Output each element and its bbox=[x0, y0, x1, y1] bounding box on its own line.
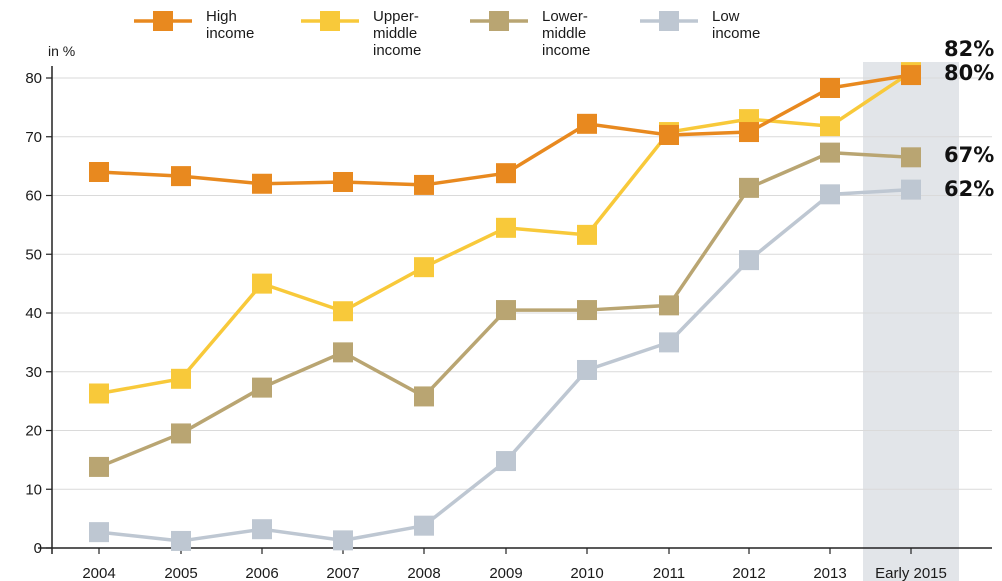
legend-label: Upper- bbox=[373, 8, 419, 25]
data-point bbox=[901, 147, 921, 168]
gridlines bbox=[52, 77, 992, 490]
series-line bbox=[98, 187, 912, 543]
data-point bbox=[89, 383, 109, 404]
y-tick-label: 60 bbox=[25, 188, 42, 205]
y-tick-label: 70 bbox=[25, 129, 42, 146]
data-point bbox=[901, 65, 921, 86]
x-tick-label: 2011 bbox=[653, 565, 685, 581]
series-high-income bbox=[89, 65, 921, 195]
legend-label: middle bbox=[373, 25, 417, 42]
x-tick-label: Early 2015 bbox=[875, 565, 947, 581]
legend-label: income bbox=[542, 42, 590, 59]
legend-label: Lower- bbox=[542, 8, 588, 25]
end-labels: 80%82% 67% 62% bbox=[944, 37, 994, 201]
series-lower-middle-income bbox=[89, 142, 921, 477]
data-point bbox=[820, 116, 840, 137]
legend-marker bbox=[320, 11, 340, 31]
x-tick-label: 2010 bbox=[570, 565, 603, 581]
data-point bbox=[577, 113, 597, 134]
data-point bbox=[659, 332, 679, 353]
x-tick-label: 2005 bbox=[164, 565, 197, 581]
x-tick-label: 2008 bbox=[407, 565, 440, 581]
data-point bbox=[414, 386, 434, 407]
data-point bbox=[739, 122, 759, 143]
data-point bbox=[496, 217, 516, 238]
y-tick-label: 80 bbox=[25, 70, 42, 87]
x-tick-label: 2012 bbox=[732, 565, 765, 581]
data-point bbox=[252, 519, 272, 540]
data-point bbox=[252, 273, 272, 294]
y-tick-label: 0 bbox=[34, 540, 42, 557]
data-point bbox=[496, 300, 516, 321]
end-label: 82% bbox=[944, 37, 994, 61]
data-point bbox=[171, 530, 191, 551]
data-point bbox=[659, 124, 679, 145]
data-point bbox=[333, 342, 353, 363]
data-point bbox=[171, 368, 191, 389]
legend-label: middle bbox=[542, 25, 586, 42]
data-point bbox=[577, 359, 597, 380]
series-upper-middle-income bbox=[89, 62, 921, 404]
data-point bbox=[739, 250, 759, 271]
y-tick-label: 30 bbox=[25, 364, 42, 381]
end-label: 67% bbox=[944, 143, 994, 167]
legend-label: income bbox=[712, 25, 760, 42]
series-layer bbox=[89, 62, 921, 551]
data-point bbox=[820, 77, 840, 98]
legend-label: income bbox=[206, 25, 254, 42]
legend: HighincomeUpper-middleincomeLower-middle… bbox=[134, 8, 760, 59]
data-point bbox=[171, 423, 191, 444]
data-point bbox=[739, 177, 759, 198]
y-tick-label: 20 bbox=[25, 423, 42, 440]
data-point bbox=[414, 515, 434, 536]
legend-label: Low bbox=[712, 8, 740, 25]
data-point bbox=[89, 522, 109, 543]
legend-marker bbox=[489, 11, 509, 31]
data-point bbox=[659, 295, 679, 316]
data-point bbox=[333, 530, 353, 551]
data-point bbox=[577, 300, 597, 321]
x-tick-label: 2009 bbox=[489, 565, 522, 581]
data-point bbox=[333, 171, 353, 192]
x-tick-label: 2004 bbox=[82, 565, 115, 581]
x-tick-label: 2007 bbox=[326, 565, 359, 581]
highlight-band bbox=[863, 62, 959, 581]
data-point bbox=[577, 224, 597, 245]
data-point bbox=[252, 173, 272, 194]
legend-label: income bbox=[373, 42, 421, 59]
legend-marker bbox=[153, 11, 173, 31]
data-point bbox=[89, 456, 109, 477]
y-tick-label: 10 bbox=[25, 481, 42, 498]
y-axis-unit-label: in % bbox=[48, 43, 75, 59]
legend-label: High bbox=[206, 8, 237, 25]
x-tick-label: 2006 bbox=[245, 565, 278, 581]
legend-marker bbox=[659, 11, 679, 31]
data-point bbox=[89, 162, 109, 182]
data-point bbox=[820, 142, 840, 163]
x-tick-label: 2013 bbox=[813, 565, 846, 581]
end-label: 62% bbox=[944, 177, 994, 201]
data-point bbox=[901, 179, 921, 200]
x-axis-ticks: 2004 2005 2006 2007 2008 2009 2010 2011 2012 2013… bbox=[82, 548, 947, 581]
data-point bbox=[496, 451, 516, 472]
series-low-income bbox=[89, 179, 921, 551]
data-point bbox=[414, 257, 434, 278]
y-axis-ticks: 0 10 20 30 40 50 60 70 80 bbox=[25, 70, 52, 557]
data-point bbox=[333, 301, 353, 322]
data-point bbox=[496, 163, 516, 184]
end-label: 80% bbox=[944, 61, 994, 85]
y-tick-label: 50 bbox=[25, 246, 42, 263]
data-point bbox=[171, 166, 191, 187]
data-point bbox=[252, 377, 272, 398]
data-point bbox=[414, 174, 434, 195]
data-point bbox=[820, 184, 840, 205]
y-tick-label: 40 bbox=[25, 305, 42, 322]
